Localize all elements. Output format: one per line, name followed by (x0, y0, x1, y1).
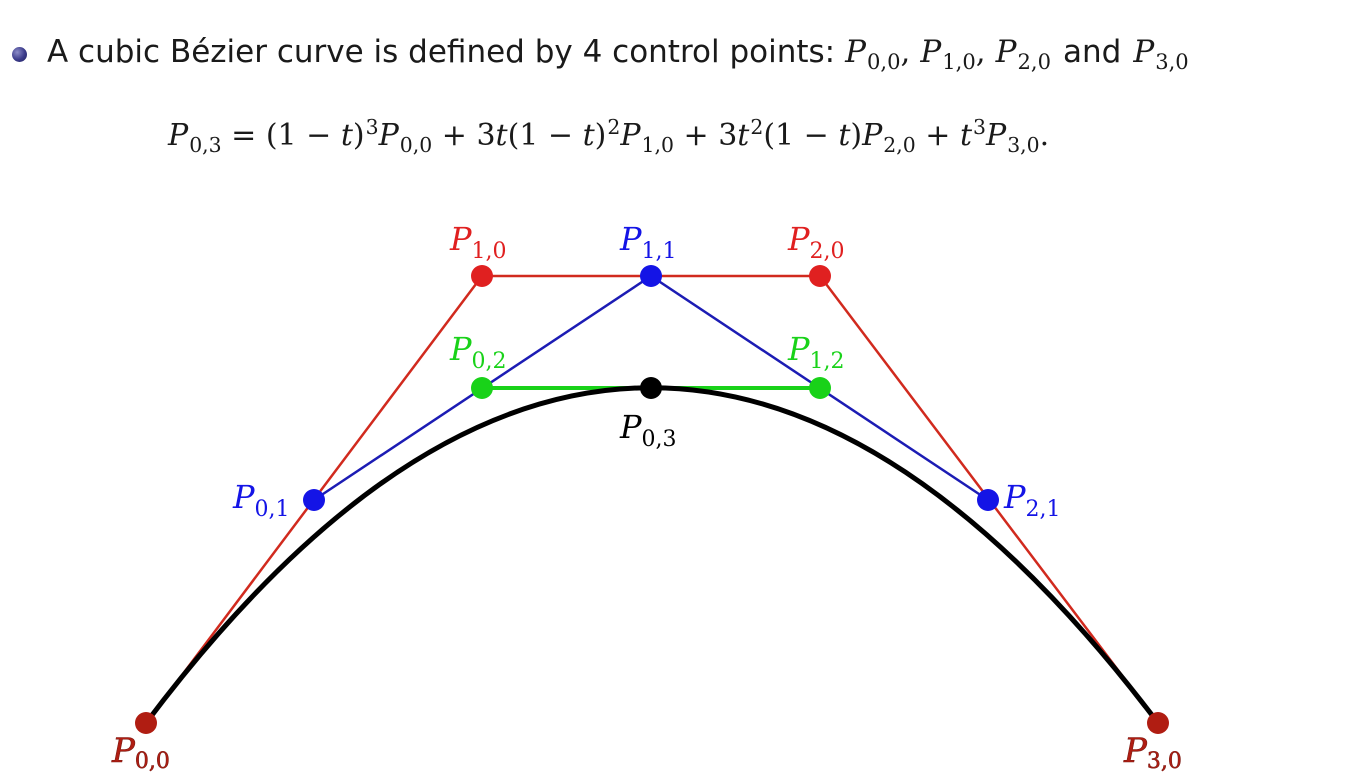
bullet-icon (12, 46, 27, 62)
label-p00: P0,0 (111, 731, 170, 774)
label-p03: P0,3 (619, 408, 677, 452)
label-p12: P1,2 (787, 330, 845, 374)
label-p02: P0,2 (449, 330, 507, 374)
inline-point-p10: P1,0 (920, 34, 976, 74)
inline-point-p20: P2,0 (995, 34, 1051, 74)
inline-point-p30: P3,0 (1133, 34, 1189, 74)
label-p01: P0,1 (232, 478, 290, 522)
conjunction-and: and (1063, 34, 1122, 70)
inline-point-p00: P0,0 (845, 34, 901, 74)
label-p21: P2,1 (1003, 478, 1061, 522)
intro-text: A cubic Bézier curve is defined by 4 con… (47, 34, 836, 70)
label-p11: P1,1 (619, 220, 677, 264)
point-p00-marker (135, 712, 157, 734)
point-p21-marker (977, 489, 999, 511)
point-p20-marker (809, 265, 831, 287)
point-p12-marker (809, 377, 831, 399)
bezier-formula: P0,3 = (1 − t)3P0,0 + 3t(1 − t)2P1,0 + 3… (168, 114, 1050, 157)
point-p10-marker (471, 265, 493, 287)
point-p11-marker (640, 265, 662, 287)
label-p30: P3,0 (1123, 731, 1182, 774)
separator: , (975, 34, 986, 70)
label-p10: P1,0 (449, 220, 507, 264)
separator: , (900, 34, 911, 70)
point-p03-marker (640, 377, 662, 399)
intro-bullet: A cubic Bézier curve is defined by 4 con… (12, 30, 1342, 74)
point-p30-marker (1147, 712, 1169, 734)
point-p01-marker (303, 489, 325, 511)
point-p02-marker (471, 377, 493, 399)
label-p20: P2,0 (787, 220, 845, 264)
